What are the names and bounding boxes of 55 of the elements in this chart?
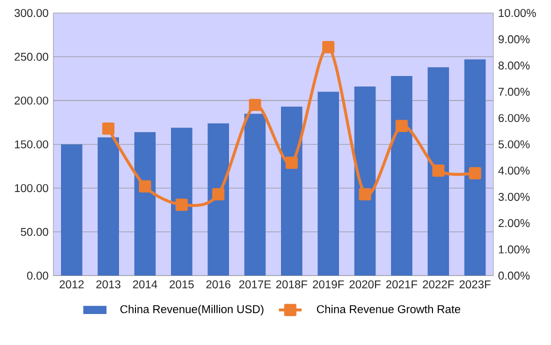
y2-tick-label: 4.00%	[498, 166, 530, 175]
y2-tick-label: 1.00%	[498, 245, 530, 254]
y2-tick-label: 8.00%	[498, 62, 530, 70]
y2-tick-label: 2.00%	[498, 219, 530, 228]
y-tick-label: 50.00	[20, 228, 48, 236]
legend-label: China Revenue(Million USD)	[120, 304, 264, 316]
x-tick-label: 2015	[170, 280, 194, 288]
x-tick-label: 2022F	[422, 280, 454, 288]
x-tick-label: 2013	[96, 280, 120, 288]
point	[248, 98, 262, 112]
bar	[61, 144, 82, 276]
x-tick-label: 2012	[60, 280, 84, 288]
y-tick-label: 0.00	[27, 272, 48, 280]
bar	[464, 59, 486, 276]
x-tick-label: 2017E	[239, 280, 271, 288]
x-tick-label: 2014	[133, 280, 158, 288]
point	[358, 188, 372, 200]
y-tick-label: 200.00	[14, 96, 48, 105]
y2-tick-label: 5.00%	[498, 140, 530, 148]
y2-tick-label: 3.00%	[498, 192, 530, 201]
x-tick-label: 2018F	[276, 280, 308, 288]
x-tick-label: 2021F	[386, 280, 418, 288]
bar	[208, 123, 229, 276]
y-tick-label: 250.00	[14, 52, 48, 61]
x-tick-label: 2016	[206, 280, 230, 288]
point	[432, 164, 444, 177]
point	[396, 120, 408, 132]
y-tick-label: 100.00	[14, 184, 48, 192]
y2-tick-label: 7.00%	[498, 88, 530, 96]
point	[286, 156, 298, 169]
y2-tick-label: 6.00%	[498, 114, 530, 122]
y2-tick-label: 9.00%	[498, 35, 530, 44]
bar	[428, 67, 450, 276]
bar	[244, 114, 266, 276]
bar	[98, 137, 119, 276]
bar	[134, 132, 156, 276]
y-tick-label: 300.00	[14, 9, 48, 17]
point	[138, 180, 152, 192]
y2-tick-label: 10.00%	[498, 9, 536, 17]
point	[176, 198, 188, 211]
bar	[281, 106, 302, 276]
bar	[318, 92, 339, 276]
y2-tick-label: 0.00%	[498, 272, 530, 280]
y-tick-label: 150.00	[14, 140, 48, 148]
bar	[354, 86, 376, 276]
x-tick-label: 2023F	[460, 280, 491, 288]
bar	[171, 128, 192, 276]
point	[322, 41, 334, 54]
point	[102, 122, 114, 135]
point	[212, 188, 224, 200]
x-tick-label: 2020F	[350, 280, 381, 288]
bar	[391, 76, 412, 276]
point	[468, 167, 482, 180]
x-tick-label: 2019F	[312, 280, 344, 288]
legend-label: China Revenue Growth Rate	[316, 304, 460, 314]
